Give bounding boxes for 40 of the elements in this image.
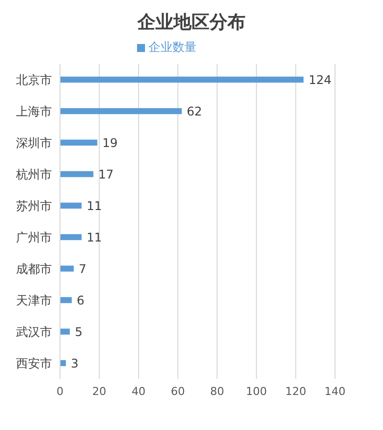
bar: [60, 328, 70, 335]
x-tick-label: 40: [132, 384, 146, 398]
x-tick-label: 120: [285, 384, 306, 398]
x-tick-label: 60: [170, 384, 185, 398]
data-label: 124: [308, 72, 332, 87]
x-tick-label: 20: [92, 384, 106, 398]
data-label: 6: [76, 293, 84, 308]
data-label: 11: [86, 198, 102, 213]
data-label: 3: [70, 356, 79, 370]
y-tick-label: 武汉市: [16, 325, 52, 340]
y-tick-label: 苏州市: [16, 199, 52, 214]
chart-title: 企业地区分布: [136, 11, 246, 34]
data-label: 17: [98, 167, 114, 182]
x-tick-label: 100: [246, 384, 267, 398]
bar: [60, 234, 82, 240]
y-tick-label: 深圳市: [16, 136, 52, 150]
data-label: 7: [78, 262, 86, 276]
bar: [60, 360, 66, 366]
bar: [60, 108, 182, 114]
bar: [60, 297, 72, 304]
y-tick-label: 北京市: [16, 73, 52, 88]
y-tick-label: 成都市: [16, 262, 52, 276]
y-tick-label: 广州市: [16, 230, 52, 245]
bar: [60, 140, 98, 146]
legend-label: 企业数量: [148, 40, 196, 54]
x-tick-label: 140: [324, 384, 346, 398]
y-tick-label: 西安市: [16, 356, 52, 371]
y-tick-label: 上海市: [16, 104, 52, 119]
y-tick-label: 杭州市: [15, 168, 52, 182]
bar: [60, 266, 74, 272]
y-tick-label: 天津市: [16, 294, 52, 308]
x-tick-label: 0: [56, 384, 64, 398]
data-label: 62: [186, 104, 202, 118]
data-label: 11: [86, 230, 102, 244]
bar: [60, 76, 304, 83]
bar: [60, 171, 94, 178]
bar: [60, 202, 82, 209]
data-label: 19: [102, 136, 118, 150]
x-tick-label: 80: [210, 384, 224, 398]
data-label: 5: [74, 324, 82, 339]
